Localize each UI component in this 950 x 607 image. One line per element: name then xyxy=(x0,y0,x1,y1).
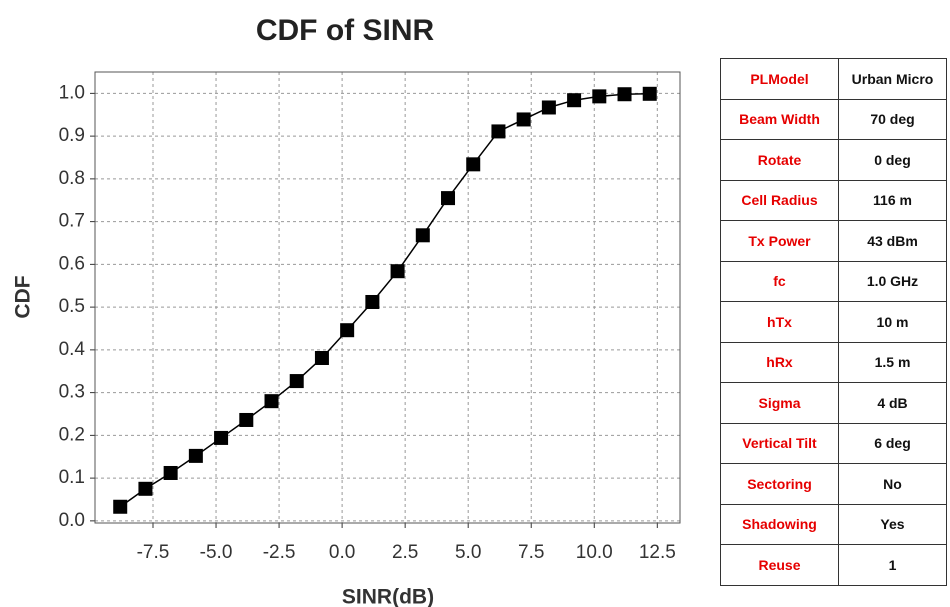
marker xyxy=(541,100,556,115)
marker xyxy=(415,228,430,243)
y-tick-label: 0.8 xyxy=(59,168,85,189)
param-name: Shadowing xyxy=(720,503,839,545)
marker xyxy=(516,112,531,127)
marker xyxy=(214,430,229,445)
table-row: fc 1.0 GHz xyxy=(720,260,947,302)
y-tick-label: 0.1 xyxy=(59,467,85,488)
param-name: PLModel xyxy=(720,58,839,100)
y-tick-label: 1.0 xyxy=(59,82,85,103)
table-row: hTx 10 m xyxy=(720,301,947,343)
marker xyxy=(163,465,178,480)
x-axis-label: SINR(dB) xyxy=(342,586,434,607)
marker xyxy=(314,350,329,365)
y-tick-label: 0.5 xyxy=(59,296,85,317)
table-row: Vertical Tilt 6 deg xyxy=(720,422,947,464)
y-tick-label: 0.0 xyxy=(59,510,85,531)
param-value: 0 deg xyxy=(838,139,947,181)
table-row: Rotate 0 deg xyxy=(720,139,947,181)
table-row: Sectoring No xyxy=(720,463,947,505)
param-value: 1.5 m xyxy=(838,341,947,383)
param-value: 1.0 GHz xyxy=(838,260,947,302)
param-name: Beam Width xyxy=(720,98,839,140)
param-value: 6 deg xyxy=(838,422,947,464)
x-tick-label: 7.5 xyxy=(518,542,544,563)
data-line xyxy=(119,93,650,508)
y-tick-label: 0.7 xyxy=(59,211,85,232)
param-value: 10 m xyxy=(838,301,947,343)
y-tick-label: 0.3 xyxy=(59,382,85,403)
x-tick-label: 2.5 xyxy=(392,542,418,563)
y-tick-label: 0.9 xyxy=(59,125,85,146)
marker xyxy=(567,93,582,108)
y-tick-label: 0.4 xyxy=(59,339,86,360)
param-name: Sigma xyxy=(720,382,839,424)
table-row: hRx 1.5 m xyxy=(720,341,947,383)
x-tick-label: -2.5 xyxy=(263,542,296,563)
table-row: Beam Width 70 deg xyxy=(720,98,947,140)
parameter-table: PLModel Urban Micro Beam Width 70 deg Rotate… xyxy=(720,58,947,586)
table-row: Cell Radius 116 m xyxy=(720,179,947,221)
param-name: Reuse xyxy=(720,544,839,586)
param-value: Urban Micro xyxy=(838,58,947,100)
marker xyxy=(642,86,657,101)
chart: CDF of SINR SINR(dB) CDF 0.0 0.1 0.2 0.3 0.4… xyxy=(12,14,681,607)
param-value: 43 dBm xyxy=(838,220,947,262)
plot-frame xyxy=(94,71,681,524)
marker xyxy=(441,191,456,206)
param-value: No xyxy=(838,463,947,505)
param-value: 1 xyxy=(838,544,947,586)
marker xyxy=(138,481,153,496)
table-row: Shadowing Yes xyxy=(720,503,947,545)
param-value: 116 m xyxy=(838,179,947,221)
marker xyxy=(113,499,128,514)
param-value: 70 deg xyxy=(838,98,947,140)
x-tick-label: 5.0 xyxy=(455,542,481,563)
param-value: 4 dB xyxy=(838,382,947,424)
marker xyxy=(390,264,405,279)
marker xyxy=(365,294,380,309)
param-name: Cell Radius xyxy=(720,179,839,221)
param-name: fc xyxy=(720,260,839,302)
table-row: Reuse 1 xyxy=(720,544,947,586)
y-tick-label: 0.2 xyxy=(59,424,85,445)
marker xyxy=(617,87,632,102)
marker xyxy=(188,448,203,463)
x-tick-label: -5.0 xyxy=(200,542,233,563)
table-row: Sigma 4 dB xyxy=(720,382,947,424)
chart-title: CDF of SINR xyxy=(256,14,435,47)
marker xyxy=(264,394,279,409)
param-name: Sectoring xyxy=(720,463,839,505)
param-value: Yes xyxy=(838,503,947,545)
param-name: Rotate xyxy=(720,139,839,181)
param-name: hTx xyxy=(720,301,839,343)
marker xyxy=(340,323,355,338)
marker xyxy=(289,374,304,389)
y-axis-label: CDF xyxy=(12,275,35,318)
x-tick-label: 10.0 xyxy=(576,542,613,563)
param-name: hRx xyxy=(720,341,839,383)
x-tick-label: 12.5 xyxy=(639,542,676,563)
marker xyxy=(491,124,506,139)
marker xyxy=(239,412,254,427)
x-tick-label: -7.5 xyxy=(137,542,170,563)
param-name: Tx Power xyxy=(720,220,839,262)
table-row: PLModel Urban Micro xyxy=(720,58,947,100)
param-name: Vertical Tilt xyxy=(720,422,839,464)
marker xyxy=(592,89,607,104)
marker xyxy=(466,157,481,172)
y-tick-label: 0.6 xyxy=(59,253,85,274)
x-tick-label: 0.0 xyxy=(329,542,355,563)
table-row: Tx Power 43 dBm xyxy=(720,220,947,262)
